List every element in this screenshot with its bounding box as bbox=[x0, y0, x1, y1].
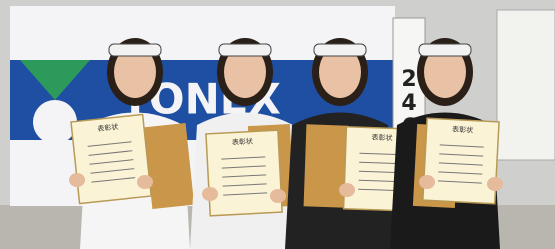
certificate: 表彰状 bbox=[206, 130, 282, 216]
scoreboard-digit: 4 bbox=[401, 91, 416, 116]
person-hand bbox=[487, 177, 503, 191]
certificate-title: 表彰状 bbox=[452, 124, 473, 134]
person-visor bbox=[314, 44, 366, 56]
certificate: 表彰状 bbox=[71, 114, 151, 203]
whiteboard bbox=[497, 10, 555, 160]
photo: YONEX 246 表彰状表彰状表彰状表彰状 bbox=[0, 0, 555, 249]
certificate-title: 表彰状 bbox=[371, 133, 392, 143]
person-hand bbox=[419, 175, 435, 189]
person-visor bbox=[109, 44, 161, 56]
person-hand bbox=[137, 175, 153, 189]
person-hand bbox=[69, 173, 85, 187]
person-hand bbox=[202, 187, 218, 201]
person-hand bbox=[270, 189, 286, 203]
certificate: 表彰状 bbox=[423, 118, 499, 204]
person-visor bbox=[219, 44, 271, 56]
scoreboard-digit: 2 bbox=[401, 67, 416, 92]
person-visor bbox=[419, 44, 471, 56]
person-hand bbox=[339, 183, 355, 197]
certificate-title: 表彰状 bbox=[232, 136, 253, 146]
